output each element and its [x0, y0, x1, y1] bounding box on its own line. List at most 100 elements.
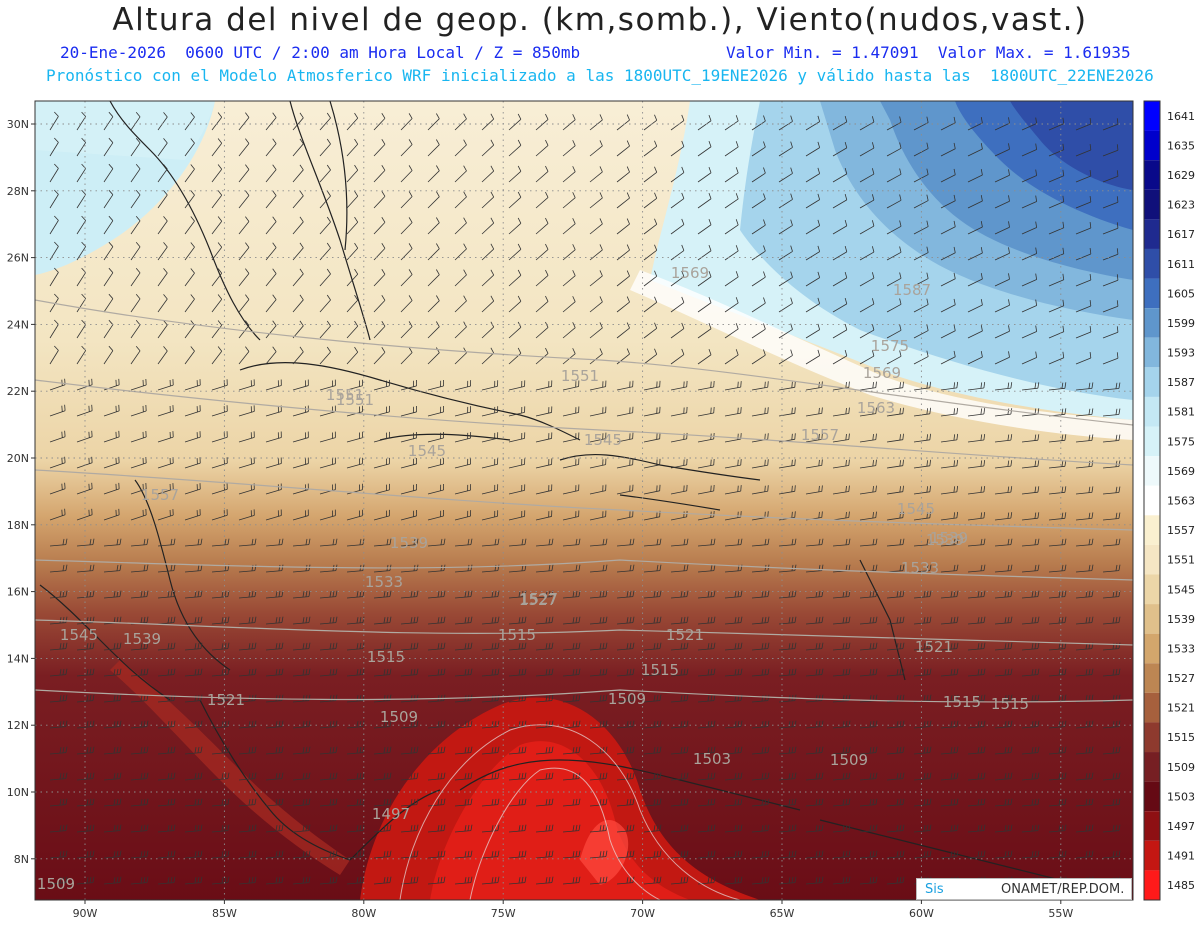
contour-label: 1509	[37, 875, 75, 893]
colorbar-label: 1581	[1167, 406, 1195, 419]
contour-label: 1509	[608, 690, 646, 708]
contour-label: 1545	[897, 500, 935, 518]
contour-label: 1575	[871, 337, 909, 355]
colorbar-swatch	[1144, 426, 1160, 457]
contour-label: 1521	[207, 691, 245, 709]
contour-label: 1545	[584, 431, 622, 449]
lat-label: 22N	[7, 385, 29, 398]
contour-label: 1545	[408, 442, 446, 460]
contour-label: 1533	[901, 559, 939, 577]
colorbar-label: 1611	[1167, 258, 1195, 271]
colorbar-swatch	[1144, 663, 1160, 693]
lon-label: 90W	[73, 907, 98, 920]
colorbar-label: 1563	[1167, 495, 1195, 508]
colorbar-swatch	[1144, 840, 1160, 871]
contour-label: 1533	[365, 573, 403, 591]
colorbar-label: 1569	[1167, 465, 1195, 478]
contour-label: 1515	[367, 648, 405, 666]
colorbar-swatch	[1144, 130, 1160, 161]
colorbar-label: 1641	[1167, 110, 1195, 123]
contour-label: 1515	[991, 695, 1029, 713]
colorbar-swatch	[1144, 870, 1160, 900]
chart-title: Altura del nivel de geop. (km,somb.), Vi…	[112, 2, 1088, 38]
contour-label: 1557	[801, 426, 839, 444]
lon-label: 85W	[212, 907, 237, 920]
colorbar-swatch	[1144, 781, 1160, 812]
lat-label: 10N	[7, 786, 29, 799]
credit-box: Sis ONAMET/REP.DOM.	[916, 878, 1132, 900]
colorbar-label: 1503	[1167, 790, 1195, 803]
lon-label: 55W	[1048, 907, 1073, 920]
colorbar-swatch	[1144, 337, 1160, 368]
lon-label: 80W	[351, 907, 376, 920]
colorbar: 1641 1635 1629 1623 1617 1611 1605 1599 1593 1587…	[1143, 100, 1195, 901]
lat-label: 16N	[7, 586, 29, 599]
lat-label: 26N	[7, 252, 29, 265]
colorbar-label: 1575	[1167, 435, 1195, 448]
contour-label: 1551	[326, 386, 364, 404]
colorbar-label: 1599	[1167, 317, 1195, 330]
colorbar-label: 1551	[1167, 554, 1195, 567]
forecast-time: 20-Ene-2026 0600 UTC / 2:00 am Hora Loca…	[60, 43, 581, 62]
colorbar-swatch	[1144, 515, 1160, 545]
colorbar-label: 1509	[1167, 761, 1195, 774]
colorbar-swatch	[1144, 811, 1160, 841]
graticule	[35, 101, 1133, 900]
lon-label: 75W	[491, 907, 516, 920]
colorbar-label: 1515	[1167, 731, 1195, 744]
contour-label: 1587	[893, 281, 931, 299]
credit-right: ONAMET/REP.DOM.	[1001, 881, 1125, 897]
colorbar-swatch	[1144, 367, 1160, 397]
wind-barbs	[49, 111, 1121, 885]
colorbar-label: 1617	[1167, 228, 1195, 241]
colorbar-swatch	[1144, 574, 1160, 605]
contour-lines	[35, 299, 1133, 703]
colorbar-label: 1623	[1167, 199, 1195, 212]
model-info-line: Pronóstico con el Modelo Atmosferico WRF…	[46, 66, 1154, 85]
contour-label: 1521	[915, 638, 953, 656]
colorbar-label: 1485	[1167, 879, 1195, 892]
lat-label: 24N	[7, 318, 29, 331]
contour-label: 1539	[930, 529, 968, 547]
colorbar-swatch	[1144, 604, 1160, 634]
contour-label: 1539	[926, 531, 964, 549]
colorbar-swatch	[1144, 160, 1160, 190]
contour-label: 1521	[666, 626, 704, 644]
contour-label: 1551	[561, 367, 599, 385]
min-max-values: Valor Min. = 1.47091 Valor Max. = 1.6193…	[726, 43, 1131, 62]
lat-label: 12N	[7, 719, 29, 732]
colorbar-swatch	[1144, 722, 1160, 753]
colorbar-swatch	[1144, 101, 1160, 131]
lat-label: 14N	[7, 652, 29, 665]
contour-label: 1527	[519, 591, 557, 609]
colorbar-swatch	[1144, 544, 1160, 575]
colorbar-label: 1593	[1167, 347, 1195, 360]
contour-label: 1515	[498, 626, 536, 644]
colorbar-swatch	[1144, 456, 1160, 486]
colorbar-label: 1557	[1167, 524, 1195, 537]
contour-label: 1515	[641, 661, 679, 679]
colorbar-label: 1497	[1167, 820, 1195, 833]
coastlines	[39, 101, 1061, 881]
colorbar-swatch	[1144, 633, 1160, 664]
colorbar-label: 1587	[1167, 376, 1195, 389]
lat-label: 20N	[7, 452, 29, 465]
contour-label: 1527	[520, 590, 558, 608]
contour-label: 1551	[336, 391, 374, 409]
contour-label: 1545	[60, 626, 98, 644]
lon-label: 70W	[630, 907, 655, 920]
contour-label: 1569	[671, 264, 709, 282]
credit-left: Sis	[925, 881, 944, 897]
colorbar-label: 1545	[1167, 583, 1195, 596]
colorbar-swatch	[1144, 189, 1160, 220]
contour-labels: 1569 1587 1575 1569 1563 1557 1551 1545 1539 1533…	[37, 264, 1029, 893]
contour-label: 1563	[857, 399, 895, 417]
lat-label: 30N	[7, 118, 29, 131]
longitude-axis: 90W 85W 80W 75W 70W 65W 60W 55W	[73, 907, 1074, 920]
lon-label: 60W	[909, 907, 934, 920]
colorbar-swatch	[1144, 308, 1160, 338]
contour-label: 1509	[830, 751, 868, 769]
contour-label: 1569	[863, 364, 901, 382]
colorbar-swatch	[1144, 692, 1160, 723]
